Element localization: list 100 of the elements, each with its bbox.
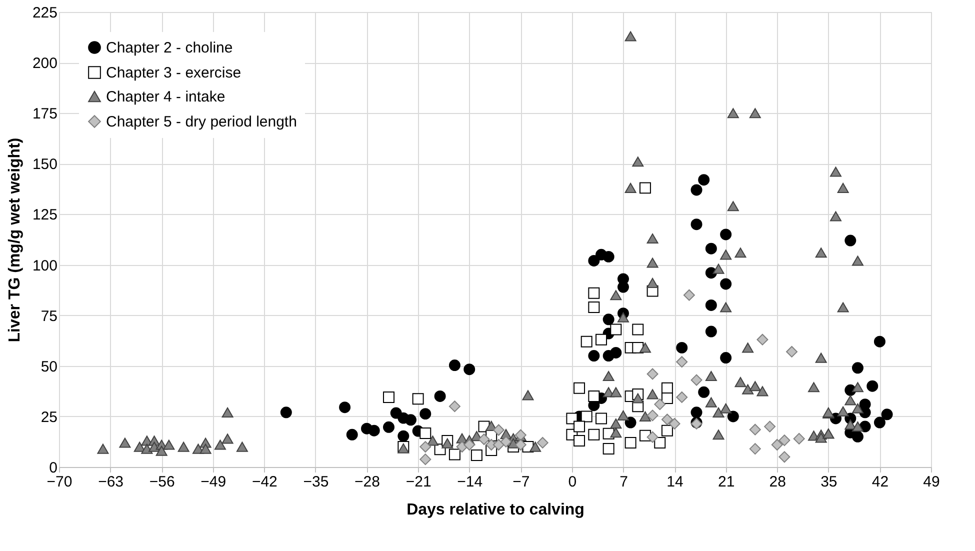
legend-label: Chapter 3 - exercise [106,64,242,82]
legend-label: Chapter 2 - choline [106,40,233,56]
point [610,324,622,336]
point [448,360,460,372]
point [668,418,680,430]
point [646,410,658,422]
x-tick-label: 7 [620,474,628,490]
point [500,436,512,448]
point [588,255,600,266]
point [654,398,666,410]
point [610,347,622,358]
point [536,436,548,448]
x-tick-label: −49 [200,474,226,490]
point [574,434,586,446]
x-tick-label: 28 [769,474,786,490]
point [464,364,476,376]
point [786,346,798,358]
point [412,393,424,405]
point [771,439,783,450]
point [654,436,666,448]
point [778,451,790,463]
point [383,421,394,433]
point [661,424,673,436]
point [514,439,526,450]
point [793,432,805,444]
point [566,412,578,424]
point [720,228,732,240]
x-tick-label: −21 [406,474,432,490]
point [720,352,732,364]
x-tick-label: −35 [303,474,329,490]
y-tick-label: 150 [32,156,58,174]
point [764,420,776,432]
point [580,410,592,422]
point [881,408,893,420]
point [624,436,636,448]
point [368,424,380,436]
point [339,402,351,414]
point [602,443,614,455]
x-tick-label: 14 [666,474,684,490]
point [749,443,761,455]
y-tick-label: 200 [32,55,58,72]
y-tick-label: 125 [32,206,58,224]
x-tick-label: 49 [923,474,940,490]
point [404,414,416,426]
point [720,278,732,290]
point [588,350,600,362]
point [874,416,886,428]
point [492,439,504,450]
point [661,414,673,426]
x-axis-title: Days relative to calving [406,502,584,518]
point [778,434,790,446]
x-tick-label: −7 [512,474,530,490]
point [866,380,878,392]
point [690,218,702,230]
point [448,400,460,412]
x-tick-label: −14 [457,474,483,490]
point [596,334,607,346]
y-tick-label: 175 [32,106,58,123]
point [676,342,688,354]
y-axis-title: Liver TG (mg/g wet weight) [6,138,24,342]
point [492,424,504,436]
x-tick-label: −56 [149,474,175,490]
point [698,386,710,398]
y-tick-label: 100 [32,257,58,274]
point [602,250,614,262]
x-tick-label: −28 [354,474,380,490]
point [690,184,702,196]
point [705,326,717,338]
point [632,324,644,336]
point [705,299,717,311]
legend-label: Chapter 4 - intake [106,88,226,106]
y-tick-label: 50 [40,358,58,376]
point [346,428,358,440]
point [676,391,688,403]
point [874,336,886,348]
point [420,427,432,439]
point [478,434,490,446]
point [727,410,739,422]
point [580,336,592,348]
point [844,234,856,246]
point [749,424,761,436]
point [852,430,864,442]
point [448,448,460,460]
point [470,450,482,462]
point [588,390,600,402]
point [602,314,614,326]
point [574,420,586,432]
point [398,430,410,442]
point [639,182,651,194]
point [596,412,607,424]
x-tick-label: 35 [820,474,838,490]
x-tick-label: −42 [252,474,278,490]
point [420,441,432,453]
point [690,406,702,418]
point [420,408,432,420]
y-tick-label: 0 [49,460,58,476]
point [661,392,673,404]
x-tick-label: −63 [98,474,124,490]
x-tick-label: 21 [718,474,735,490]
x-tick-label: −70 [46,474,72,490]
